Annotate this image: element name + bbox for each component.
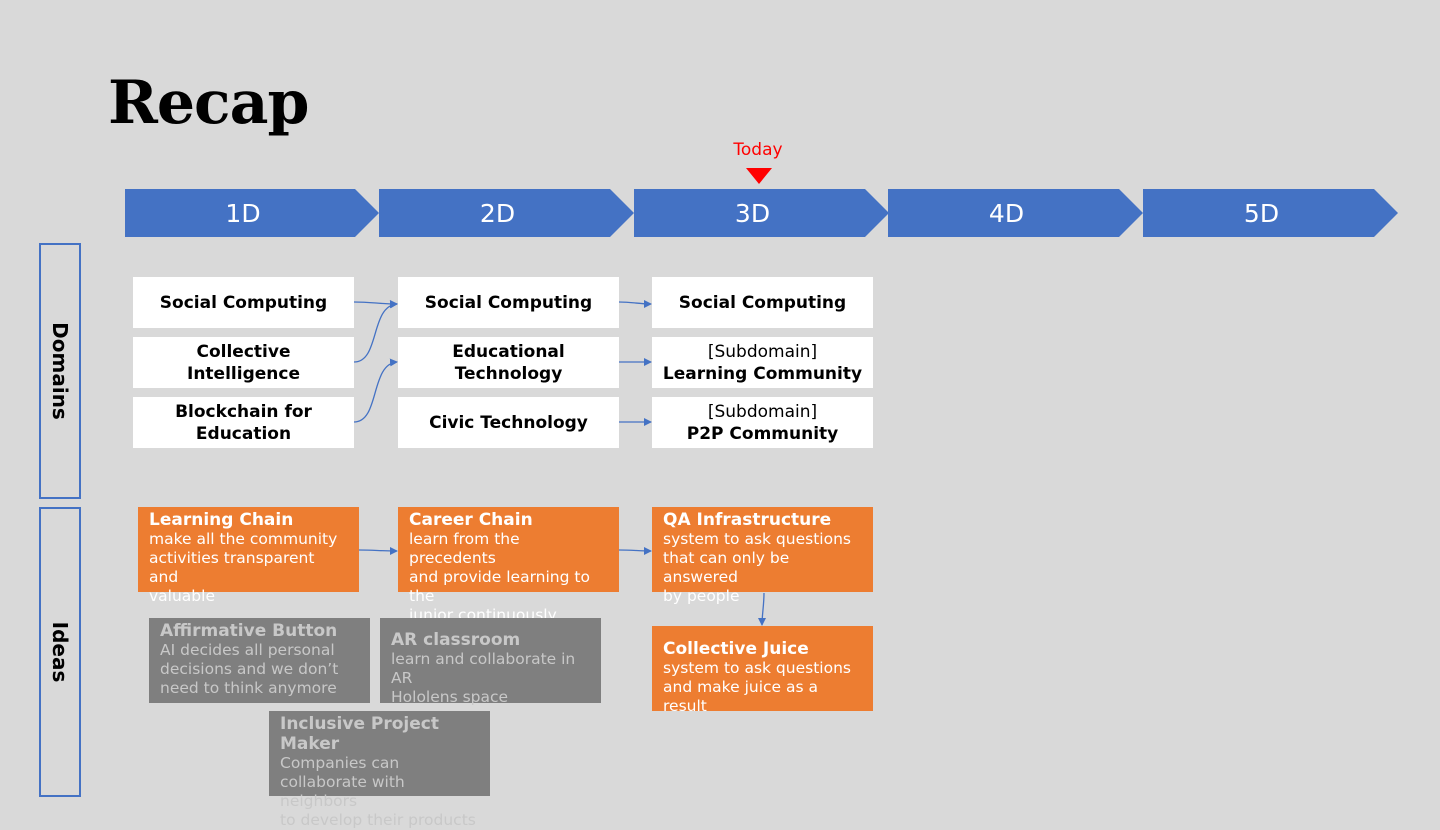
domain-box: [Subdomain] P2P Community: [652, 397, 873, 448]
arrow-qa-to-juice: [758, 592, 767, 626]
idea-ar-classroom: AR classroom learn and collaborate in AR…: [380, 618, 601, 706]
idea-text: system to ask questions: [663, 530, 851, 548]
subdomain-prefix: [Subdomain]: [707, 341, 818, 362]
phase-label: 3D: [734, 198, 771, 228]
idea-text: and make juice as a result: [663, 678, 818, 715]
arrow-learning-to-career: [358, 546, 398, 555]
idea-text: by people: [663, 587, 740, 605]
domain-box: Social Computing: [652, 277, 873, 328]
domain-box: [Subdomain] Learning Community: [652, 337, 873, 388]
domain-text: P2P Community: [686, 423, 839, 444]
idea-collective-juice: Collective Juice system to ask questions…: [652, 626, 873, 715]
arrow-blockchain-to-edtech: [353, 358, 398, 423]
idea-career-chain: Career Chain learn from the precedents a…: [398, 507, 619, 624]
idea-text: learn and collaborate in AR: [391, 650, 576, 687]
arrow-social-2-3: [618, 299, 652, 308]
idea-text: to develop their products: [280, 811, 476, 829]
phase-label: 2D: [479, 198, 516, 228]
idea-title: Career Chain: [409, 510, 533, 530]
connector-arrows: [353, 299, 767, 626]
today-label: Today: [733, 140, 783, 160]
arrow-social-1-2: [353, 299, 398, 308]
domain-box: Blockchain for Education: [133, 397, 354, 448]
idea-title: Collective Juice: [663, 639, 809, 659]
arrow-collective-to-social: [353, 300, 398, 363]
domain-text: Learning Community: [662, 363, 863, 384]
domains-section: Domains: [39, 243, 81, 499]
domain-text: Civic Technology: [429, 412, 588, 433]
domain-text: Blockchain for: [175, 401, 312, 422]
idea-text: make all the community: [149, 530, 338, 548]
idea-text: Hololens space: [391, 688, 509, 706]
domain-box: Civic Technology: [398, 397, 619, 448]
idea-text: activities transparent and: [149, 549, 315, 586]
idea-text: valuable: [149, 587, 215, 605]
domain-text: Collective: [196, 341, 291, 362]
phase-2d: 2D: [379, 189, 634, 237]
arrow-career-to-qa: [618, 546, 652, 555]
idea-title: Affirmative Button: [160, 621, 338, 641]
idea-text: system to ask questions: [663, 659, 851, 677]
domain-text: Technology: [454, 363, 563, 384]
idea-text: AI decides all personal: [160, 641, 335, 659]
idea-qa-infrastructure: QA Infrastructure system to ask question…: [652, 507, 873, 605]
domain-box: Collective Intelligence: [133, 337, 354, 388]
idea-text: collaborate with neighbors: [280, 773, 405, 810]
idea-title: Inclusive Project Maker: [280, 714, 439, 754]
ideas-section: Ideas: [39, 507, 81, 797]
domain-text: Social Computing: [424, 292, 593, 313]
today-marker-icon: [746, 168, 772, 184]
domain-box: Educational Technology: [398, 337, 619, 388]
phase-label: 1D: [225, 198, 261, 228]
domain-box: Social Computing: [398, 277, 619, 328]
domain-box: Social Computing: [133, 277, 354, 328]
idea-text: and provide learning to the: [409, 568, 590, 605]
domain-text: Education: [195, 423, 292, 444]
page-title: Recap: [108, 68, 309, 138]
idea-affirmative-button: Affirmative Button AI decides all person…: [149, 618, 370, 703]
idea-text: Companies can: [280, 754, 400, 772]
idea-text: need to think anymore: [160, 679, 337, 697]
domain-text: Social Computing: [678, 292, 847, 313]
phase-3d: 3D: [634, 189, 889, 237]
idea-title: Learning Chain: [149, 510, 294, 530]
idea-text: learn from the precedents: [409, 530, 520, 567]
phase-label: 4D: [988, 198, 1025, 228]
phase-5d: 5D: [1143, 189, 1398, 237]
idea-title: AR classroom: [391, 630, 521, 650]
idea-title: QA Infrastructure: [663, 510, 832, 530]
phase-label: 5D: [1243, 198, 1280, 228]
idea-text: that can only be answered: [663, 549, 790, 586]
domain-text: Social Computing: [159, 292, 328, 313]
idea-text: decisions and we don’t: [160, 660, 339, 678]
domain-text: Educational: [452, 341, 565, 362]
domain-text: Intelligence: [187, 363, 300, 384]
phase-4d: 4D: [888, 189, 1143, 237]
phase-1d: 1D: [125, 189, 379, 237]
idea-learning-chain: Learning Chain make all the community ac…: [138, 507, 359, 605]
subdomain-prefix: [Subdomain]: [707, 401, 818, 422]
